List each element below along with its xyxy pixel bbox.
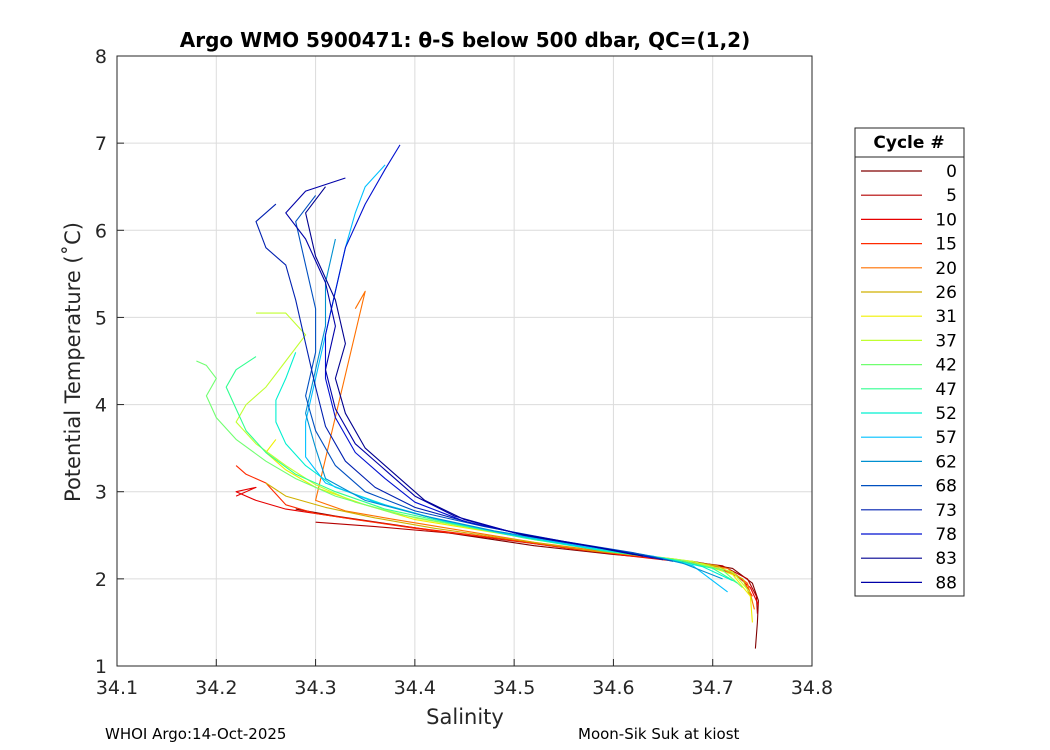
- x-tick-label: 34.2: [195, 677, 237, 699]
- legend-label-83: 83: [935, 549, 957, 569]
- x-tick-label: 34.6: [592, 677, 634, 699]
- legend: Cycle # 0 5 10 15 20 26 31 37 42 47 52 57 62 68 73 78 83…: [854, 127, 965, 597]
- legend-box: [854, 127, 965, 597]
- series-lines: [196, 144, 759, 649]
- series-line-cycle-20: [315, 290, 755, 610]
- y-tick-label: 1: [95, 656, 107, 678]
- x-tick-label: 34.5: [493, 677, 535, 699]
- legend-label-10: 10: [935, 210, 957, 230]
- legend-label-5: 5: [946, 186, 957, 206]
- y-tick-label: 3: [95, 482, 107, 504]
- legend-label-68: 68: [935, 477, 957, 497]
- legend-label-73: 73: [935, 501, 957, 521]
- y-tick-label: 6: [95, 220, 107, 242]
- y-tick-label: 5: [95, 307, 107, 329]
- legend-label-62: 62: [935, 452, 957, 472]
- x-tick-label: 34.3: [294, 677, 336, 699]
- legend-label-26: 26: [935, 283, 957, 303]
- footer-credit: Moon-Sik Suk at kiost: [578, 725, 740, 743]
- y-tick-label: 8: [95, 46, 107, 68]
- legend-label-15: 15: [935, 235, 957, 255]
- x-tick-label: 34.4: [394, 677, 436, 699]
- legend-label-88: 88: [935, 573, 957, 593]
- y-tick-label: 7: [95, 133, 107, 155]
- plot-area: [117, 56, 812, 666]
- legend-label-78: 78: [935, 525, 957, 545]
- legend-label-37: 37: [935, 331, 957, 351]
- grid-lines: [117, 56, 812, 666]
- x-tick-label: 34.8: [791, 677, 833, 699]
- legend-title: Cycle #: [873, 133, 944, 153]
- legend-label-47: 47: [935, 380, 957, 400]
- axis-ticks: 34.1 34.2 34.3 34.4 34.5 34.6 34.7 34.8 1 2 3 4 5 6 7 8: [95, 46, 833, 699]
- chart-title: Argo WMO 5900471: θ-S below 500 dbar, QC…: [180, 28, 750, 52]
- y-tick-label: 2: [95, 569, 107, 591]
- footer-source: WHOI Argo:14-Oct-2025: [105, 725, 287, 743]
- legend-label-52: 52: [935, 404, 957, 424]
- legend-label-0: 0: [946, 162, 957, 182]
- x-tick-label: 34.1: [96, 677, 138, 699]
- x-tick-label: 34.7: [692, 677, 734, 699]
- plot-frame: [116, 55, 813, 667]
- legend-label-31: 31: [935, 307, 957, 327]
- series-line-cycle-88: [285, 177, 634, 556]
- legend-label-42: 42: [935, 356, 957, 376]
- legend-items: 0 5 10 15 20 26 31 37 42 47 52 57 62 68 73 78 83 88: [861, 162, 957, 593]
- y-tick-label: 4: [95, 395, 107, 417]
- series-line-cycle-31: [265, 439, 753, 623]
- y-axis-label: Potential Temperature (˚C): [61, 222, 85, 502]
- legend-label-57: 57: [935, 428, 957, 448]
- legend-label-20: 20: [935, 259, 957, 279]
- x-axis-label: Salinity: [426, 705, 504, 729]
